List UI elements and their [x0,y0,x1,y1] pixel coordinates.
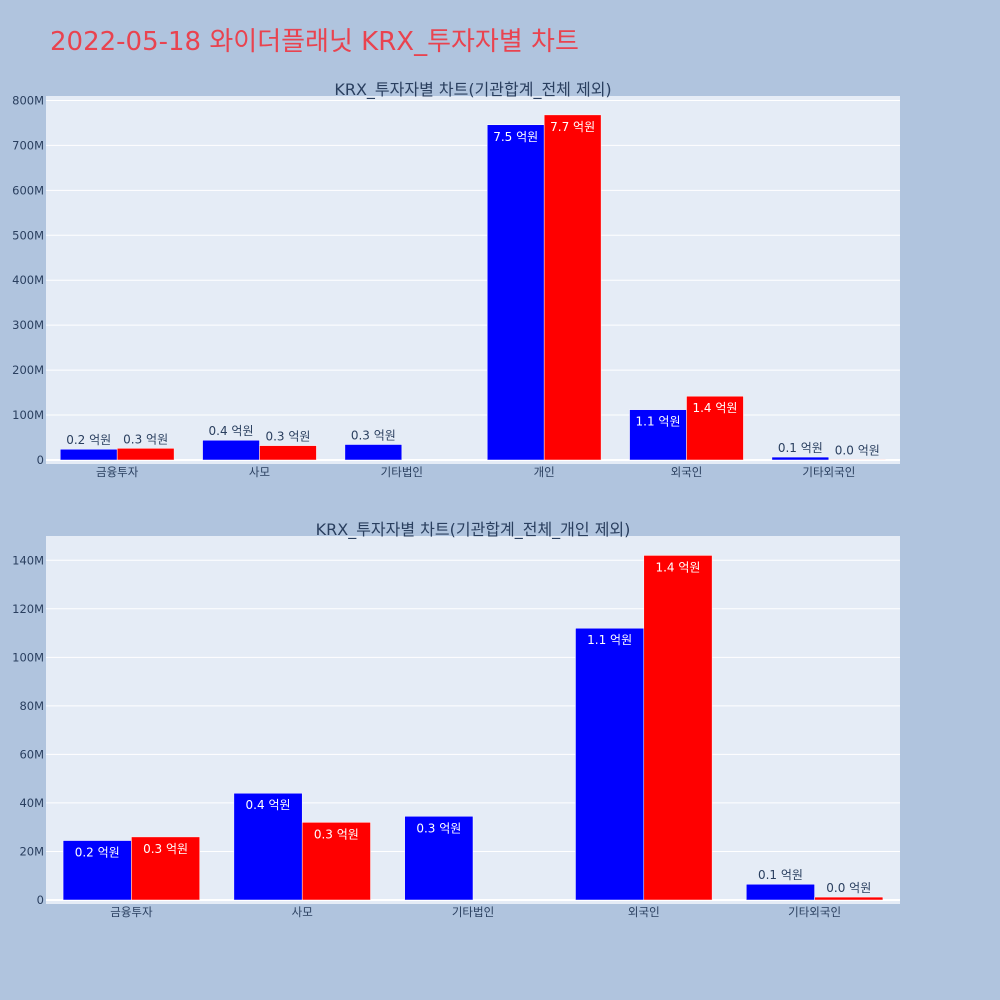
bar-blue [62,840,132,901]
x-tick-label: 금융투자 [110,905,153,919]
plot-area: 0 20M 40M 60M 80M 100M 120M 140M 금융투자 0.2 억원 0.3 억… [12,536,900,919]
bar-blue [575,627,645,901]
y-tick-label: 120M [12,602,44,616]
bar-data-label: 0.2 억원 [66,433,111,447]
bar-blue [202,439,260,461]
bar-red [686,395,744,461]
x-tick-label: 사모 [292,905,313,919]
plot-area: 0 100M 200M 300M 400M 500M 600M 700M 800M 금융투자 0.2… [12,93,900,479]
bar-data-label: 0.3 억원 [351,428,396,442]
bar-data-label: 1.1 억원 [636,415,681,429]
x-tick-label: 기타외국인 [788,905,841,919]
bar-blue [486,124,545,461]
x-tick-label: 개인 [534,465,555,479]
bar-data-label: 7.7 억원 [550,120,595,134]
bar-blue [344,444,403,461]
bar-data-label: 0.3 억원 [123,432,168,446]
bar-blue [59,448,118,461]
bar-red [301,822,371,901]
x-tick-label: 금융투자 [96,465,139,479]
bar-data-label: 0.3 억원 [314,827,359,841]
bar-data-label: 0.3 억원 [416,821,461,835]
bar-red [643,555,713,901]
bar-data-label: 1.1 억원 [587,633,632,647]
y-tick-label: 60M [19,747,44,761]
bar-data-label: 1.4 억원 [692,401,737,415]
bar-blue [771,456,830,461]
y-tick-label: 400M [12,273,44,287]
bar-blue [233,792,303,901]
y-tick-label: 140M [12,553,44,567]
y-tick-label: 500M [12,228,44,242]
bar-data-label: 0.0 억원 [826,881,871,895]
chart-title: KRX_투자자별 차트(기관합계_전체 제외) [334,80,611,100]
bar-data-label: 0.0 억원 [835,443,880,457]
bar-red [116,448,175,461]
x-tick-label: 기타외국인 [802,465,855,479]
y-tick-label: 0 [37,893,44,907]
x-tick-label: 기타법인 [452,905,494,919]
bar-data-label: 0.4 억원 [246,798,291,812]
bar-data-label: 7.5 억원 [493,130,538,144]
chart-institution-total-excluded: 0 100M 200M 300M 400M 500M 600M 700M 800M 금융투자 0.2… [12,80,900,479]
bar-red [543,114,602,461]
y-tick-label: 300M [12,318,44,332]
x-tick-label: 기타법인 [381,465,423,479]
y-tick-label: 40M [19,796,44,810]
y-tick-label: 600M [12,183,44,197]
bar-data-label: 1.4 억원 [655,560,700,574]
x-tick-label: 외국인 [628,905,660,919]
bar-blue [404,816,474,901]
bar-data-label: 0.3 억원 [265,430,310,444]
x-tick-label: 외국인 [671,465,703,479]
bar-red [828,459,887,461]
bar-data-label: 0.1 억원 [778,441,823,455]
y-tick-label: 700M [12,138,44,152]
y-tick-label: 200M [12,363,44,377]
x-tick-label: 사모 [249,465,270,479]
bar-red [259,445,317,461]
bar-blue [629,409,687,461]
bar-data-label: 0.3 억원 [143,842,188,856]
y-tick-label: 0 [37,453,44,467]
y-tick-label: 80M [19,699,44,713]
bar-blue [746,883,815,901]
bar-red [131,836,200,901]
chart-title: KRX_투자자별 차트(기관합계_전체_개인 제외) [316,520,631,540]
y-tick-label: 100M [12,650,44,664]
y-tick-label: 20M [19,844,44,858]
y-tick-label: 800M [12,93,44,107]
chart-institution-individual-excluded: 0 20M 40M 60M 80M 100M 120M 140M 금융투자 0.2 억원 0.3 억… [12,520,900,919]
bar-data-label: 0.2 억원 [75,846,120,860]
bar-data-label: 0.4 억원 [209,424,254,438]
page-title: 2022-05-18 와이더플래닛 KRX_투자자별 차트 [50,27,579,57]
bar-data-label: 0.1 억원 [758,868,803,882]
y-tick-label: 100M [12,408,44,422]
bar-red [814,896,884,901]
